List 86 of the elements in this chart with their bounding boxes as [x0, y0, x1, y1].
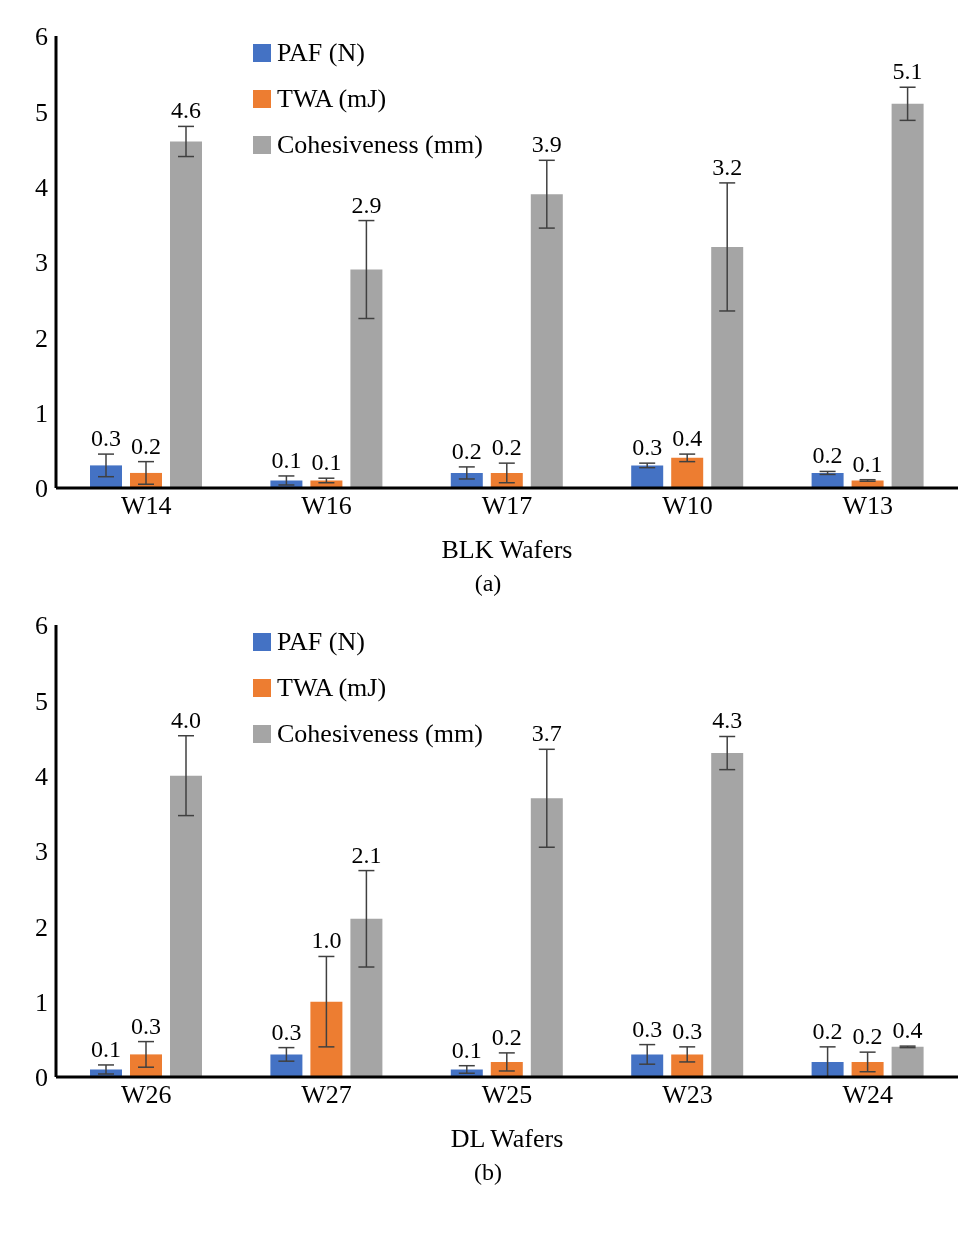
bar	[811, 472, 844, 488]
x-tick-label: W24	[842, 1080, 894, 1110]
bar	[811, 1061, 844, 1077]
data-label: 0.2	[812, 1017, 843, 1044]
bar	[631, 465, 664, 488]
bar	[631, 1054, 664, 1077]
data-label: 2.9	[351, 191, 382, 218]
data-label: 0.3	[632, 434, 663, 461]
legend-label: TWA (mJ)	[277, 672, 387, 704]
y-tick-label: 5	[35, 97, 48, 127]
data-label: 3.9	[531, 131, 562, 158]
y-tick-label: 6	[35, 611, 48, 641]
bar	[270, 1054, 303, 1077]
y-tick-label: 5	[35, 686, 48, 716]
legend-label: Cohesiveness (mm)	[277, 129, 483, 161]
y-tick-label: 3	[35, 837, 48, 867]
x-tick-label: W25	[481, 1080, 533, 1110]
x-tick-label: W16	[301, 491, 352, 521]
data-label: 0.2	[812, 442, 843, 469]
legend-label: PAF (N)	[277, 626, 365, 658]
bar	[711, 246, 744, 488]
data-label: 4.3	[712, 707, 743, 734]
data-label: 0.1	[311, 449, 342, 476]
data-label: 0.1	[852, 450, 883, 477]
data-label: 4.0	[171, 706, 201, 733]
bar	[350, 269, 383, 488]
data-label: 0.4	[892, 1017, 923, 1044]
data-label: 0.3	[632, 1015, 663, 1042]
data-label: 0.1	[451, 1036, 482, 1063]
data-label: 1.0	[311, 927, 342, 954]
legend-label: TWA (mJ)	[277, 83, 387, 115]
data-label: 0.1	[271, 446, 302, 473]
x-tick-label: W27	[301, 1080, 352, 1110]
x-tick-label: W10	[662, 491, 713, 521]
x-tick-label: W26	[120, 1080, 172, 1110]
y-tick-label: 3	[35, 248, 48, 278]
data-label: 4.6	[171, 97, 201, 124]
y-tick-label: 2	[35, 323, 48, 353]
bar	[671, 1054, 704, 1077]
text: (a)	[473, 570, 503, 597]
y-tick-label: 1	[35, 987, 48, 1017]
bar	[490, 472, 523, 488]
data-label: 5.1	[892, 58, 923, 85]
legend-label: PAF (N)	[277, 37, 365, 69]
bar	[350, 918, 383, 1077]
y-tick-label: 0	[35, 1063, 48, 1093]
data-label: 0.1	[91, 1035, 121, 1062]
bar	[170, 141, 202, 488]
bar	[130, 1054, 162, 1077]
y-tick-label: 1	[35, 398, 48, 428]
x-axis-title: BLK Wafers	[441, 535, 573, 564]
data-label: 0.3	[91, 425, 121, 452]
bar	[711, 753, 744, 1077]
bar	[851, 1061, 884, 1077]
text: (b)	[473, 1159, 503, 1186]
data-label: 0.2	[491, 1023, 522, 1050]
data-label: 0.2	[131, 432, 161, 459]
y-tick-label: 0	[35, 474, 48, 504]
data-label: 0.3	[271, 1018, 302, 1045]
x-tick-label: W23	[662, 1080, 713, 1110]
x-tick-label: W17	[481, 491, 533, 521]
bar	[891, 103, 924, 488]
y-tick-label: 4	[35, 172, 48, 202]
legend-label: Cohesiveness (mm)	[277, 718, 483, 750]
data-label: 0.3	[131, 1012, 161, 1039]
bar	[90, 465, 122, 488]
data-label: 0.2	[491, 434, 522, 461]
x-axis-title: DL Wafers	[450, 1124, 564, 1153]
data-label: 0.2	[451, 437, 482, 464]
x-tick-label: W14	[120, 491, 172, 521]
data-label: 0.3	[672, 1017, 703, 1044]
bar	[530, 798, 563, 1077]
data-label: 3.2	[712, 153, 743, 180]
bar	[891, 1046, 924, 1077]
data-label: 2.1	[351, 841, 382, 868]
data-label: 0.2	[852, 1023, 883, 1050]
data-label: 3.7	[531, 720, 562, 747]
y-tick-label: 2	[35, 912, 48, 942]
bar	[530, 194, 563, 488]
x-tick-label: W13	[842, 491, 894, 521]
y-tick-label: 4	[35, 761, 48, 791]
y-tick-label: 6	[35, 22, 48, 52]
data-label: 0.4	[672, 425, 703, 452]
bar	[671, 457, 704, 488]
bar	[170, 775, 202, 1077]
bar	[310, 1001, 343, 1077]
